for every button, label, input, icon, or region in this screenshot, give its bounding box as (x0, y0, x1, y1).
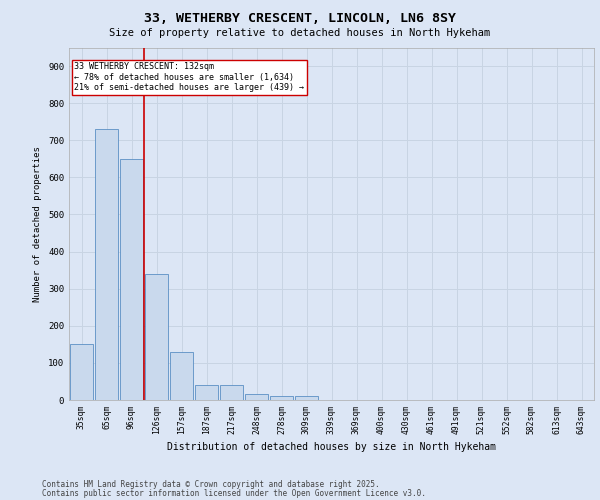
Text: 33 WETHERBY CRESCENT: 132sqm
← 78% of detached houses are smaller (1,634)
21% of: 33 WETHERBY CRESCENT: 132sqm ← 78% of de… (74, 62, 304, 92)
Text: Size of property relative to detached houses in North Hykeham: Size of property relative to detached ho… (109, 28, 491, 38)
Bar (145, 274, 168, 400)
Text: Contains public sector information licensed under the Open Government Licence v3: Contains public sector information licen… (42, 488, 426, 498)
Bar (295, 396, 318, 400)
Bar (70, 344, 93, 400)
Bar (245, 394, 268, 400)
Bar (220, 385, 243, 400)
Bar (120, 159, 143, 400)
Text: 33, WETHERBY CRESCENT, LINCOLN, LN6 8SY: 33, WETHERBY CRESCENT, LINCOLN, LN6 8SY (144, 12, 456, 26)
Text: Contains HM Land Registry data © Crown copyright and database right 2025.: Contains HM Land Registry data © Crown c… (42, 480, 380, 489)
Bar (195, 385, 218, 400)
Y-axis label: Number of detached properties: Number of detached properties (34, 146, 43, 302)
Bar (270, 396, 293, 400)
Bar (95, 129, 118, 400)
Bar (170, 352, 193, 400)
X-axis label: Distribution of detached houses by size in North Hykeham: Distribution of detached houses by size … (167, 442, 496, 452)
